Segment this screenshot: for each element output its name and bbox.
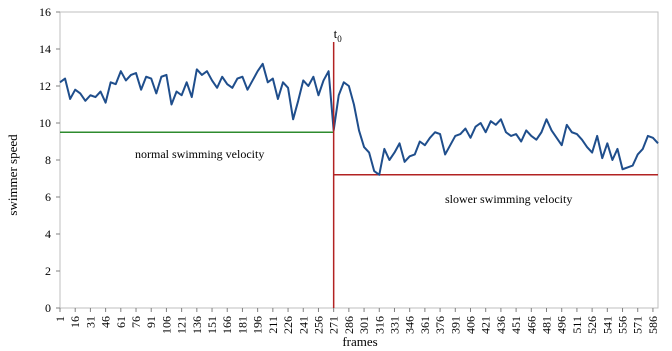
x-tick-label: 511	[570, 316, 584, 334]
x-tick-label: 1	[53, 316, 67, 322]
x-tick-label: 316	[372, 316, 386, 334]
x-tick-label: 301	[357, 316, 371, 334]
x-tick-label: 91	[144, 316, 158, 328]
y-tick-label: 0	[45, 301, 51, 315]
x-tick-label: 181	[235, 316, 249, 334]
x-tick-label: 406	[463, 316, 477, 334]
x-tick-label: 331	[387, 316, 401, 334]
x-tick-label: 556	[616, 316, 630, 334]
event-marker: t0	[332, 26, 343, 308]
x-tick-label: 526	[585, 316, 599, 334]
series-group	[59, 62, 659, 176]
x-tick-label: 196	[251, 316, 265, 334]
reference-lines: normal swimming velocity slower swimming …	[60, 131, 658, 206]
x-tick-label: 241	[296, 316, 310, 334]
x-tick-label: 106	[159, 316, 173, 334]
y-tick-label: 2	[45, 264, 51, 278]
x-tick-label: 376	[433, 316, 447, 334]
x-tick-label: 436	[494, 316, 508, 334]
x-tick-label: 151	[205, 316, 219, 334]
x-tick-label: 571	[631, 316, 645, 334]
y-tick-label: 16	[39, 5, 51, 19]
y-tick-label: 10	[39, 116, 51, 130]
x-tick-label: 46	[99, 316, 113, 328]
x-tick-label: 166	[220, 316, 234, 334]
x-tick-label: 271	[327, 316, 341, 334]
x-tick-label: 61	[114, 316, 128, 328]
x-tick-label: 541	[600, 316, 614, 334]
x-tick-label: 586	[646, 316, 660, 334]
x-axis: 1 16 31 46 61 76 91 106 121 136 151 166 181 196 211 226…	[53, 308, 660, 334]
x-tick-label: 496	[555, 316, 569, 334]
y-tick-label: 12	[39, 79, 51, 93]
y-axis-title: swimmer speed	[5, 134, 20, 216]
x-tick-label: 451	[509, 316, 523, 334]
y-tick-label: 14	[39, 42, 51, 56]
x-tick-label: 346	[403, 316, 417, 334]
x-tick-label: 16	[68, 316, 82, 328]
x-axis-title: frames	[342, 334, 377, 349]
x-tick-label: 391	[448, 316, 462, 334]
reference-line-label: normal swimming velocity	[135, 147, 264, 161]
x-tick-label: 76	[129, 316, 143, 328]
x-tick-label: 31	[83, 316, 97, 328]
x-tick-label: 256	[311, 316, 325, 334]
y-tick-label: 6	[45, 190, 51, 204]
event-label: t0	[334, 26, 343, 44]
x-tick-label: 361	[418, 316, 432, 334]
reference-line-label: slower swimming velocity	[445, 192, 572, 206]
y-tick-label: 8	[45, 153, 51, 167]
x-tick-label: 121	[175, 316, 189, 334]
x-tick-label: 136	[190, 316, 204, 334]
x-tick-label: 226	[281, 316, 295, 334]
event-label-main: t	[334, 26, 338, 41]
y-axis: 0 2 4 6 8 10 12 14 16	[39, 5, 60, 315]
x-tick-label: 421	[479, 316, 493, 334]
x-tick-label: 466	[524, 316, 538, 334]
x-tick-label: 211	[266, 316, 280, 334]
series-line	[59, 62, 659, 176]
event-label-subscript: 0	[337, 34, 342, 44]
x-tick-label: 286	[342, 316, 356, 334]
y-tick-label: 4	[45, 227, 51, 241]
x-tick-label: 481	[540, 316, 554, 334]
